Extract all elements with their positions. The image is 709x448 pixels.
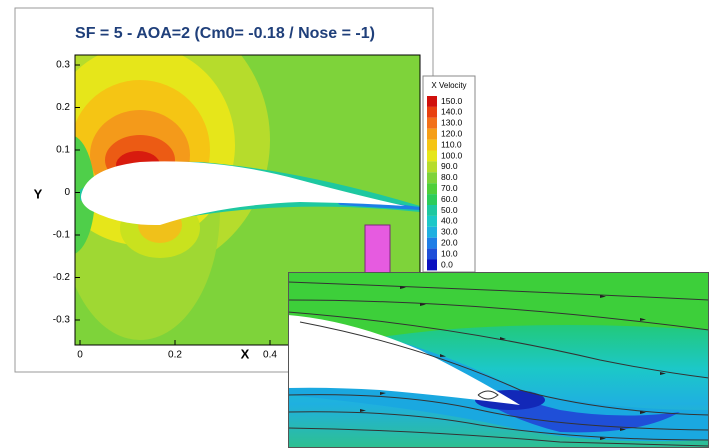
- legend-swatch: [427, 117, 437, 129]
- legend-swatch: [427, 237, 437, 249]
- legend-swatch: [427, 259, 437, 271]
- y-tick-label: 0.3: [56, 60, 70, 71]
- legend-swatch: [427, 172, 437, 184]
- legend-label: 80.0: [441, 172, 458, 182]
- y-tick-label: 0: [64, 187, 70, 198]
- legend-swatch: [427, 96, 437, 107]
- y-tick-label: -0.1: [53, 230, 71, 241]
- legend-label: 60.0: [441, 194, 458, 204]
- legend-label: 100.0: [441, 150, 463, 160]
- legend-swatch: [427, 106, 437, 118]
- legend-label: 110.0: [441, 139, 462, 149]
- y-tick-label: 0.2: [56, 102, 70, 113]
- legend-swatch: [427, 150, 437, 162]
- x-tick-label: 0: [77, 350, 83, 361]
- contour-field: [75, 55, 420, 345]
- zoom-inset: [287, 272, 709, 448]
- legend-label: 120.0: [441, 128, 463, 138]
- legend-swatch: [427, 139, 437, 151]
- legend-label: 130.0: [441, 118, 463, 128]
- legend-label: 50.0: [441, 205, 458, 215]
- legend-label: 140.0: [441, 107, 463, 117]
- x-tick-label: 0.2: [168, 350, 182, 361]
- legend-label: 0.0: [441, 259, 453, 269]
- legend-label: 70.0: [441, 183, 458, 193]
- legend-swatch: [427, 226, 437, 238]
- legend-label: 20.0: [441, 237, 458, 247]
- legend-label: 40.0: [441, 216, 458, 226]
- y-axis-label: Y: [34, 186, 43, 201]
- legend-swatch: [427, 128, 437, 140]
- y-tick-label: -0.2: [53, 272, 71, 283]
- legend-swatch: [427, 248, 437, 260]
- legend-title: X Velocity: [431, 81, 466, 90]
- legend-swatch: [427, 183, 437, 195]
- legend-label: 30.0: [441, 227, 458, 237]
- legend-swatch: [427, 194, 437, 205]
- legend-label: 90.0: [441, 161, 458, 171]
- title: SF = 5 - AOA=2 (Cm0= -0.18 / Nose = -1): [75, 25, 375, 42]
- y-tick-label: -0.3: [53, 315, 71, 326]
- airfoil: [81, 161, 405, 226]
- legend-swatch: [427, 205, 437, 216]
- legend-label: 10.0: [441, 248, 458, 258]
- y-tick-label: 0.1: [56, 145, 70, 156]
- x-axis-label: X: [241, 346, 250, 361]
- plot-frame: [74, 54, 421, 346]
- legend-label: 150.0: [441, 96, 463, 106]
- legend-swatch: [427, 215, 437, 227]
- legend-swatch: [427, 161, 437, 173]
- x-tick-label: 0.4: [263, 350, 277, 361]
